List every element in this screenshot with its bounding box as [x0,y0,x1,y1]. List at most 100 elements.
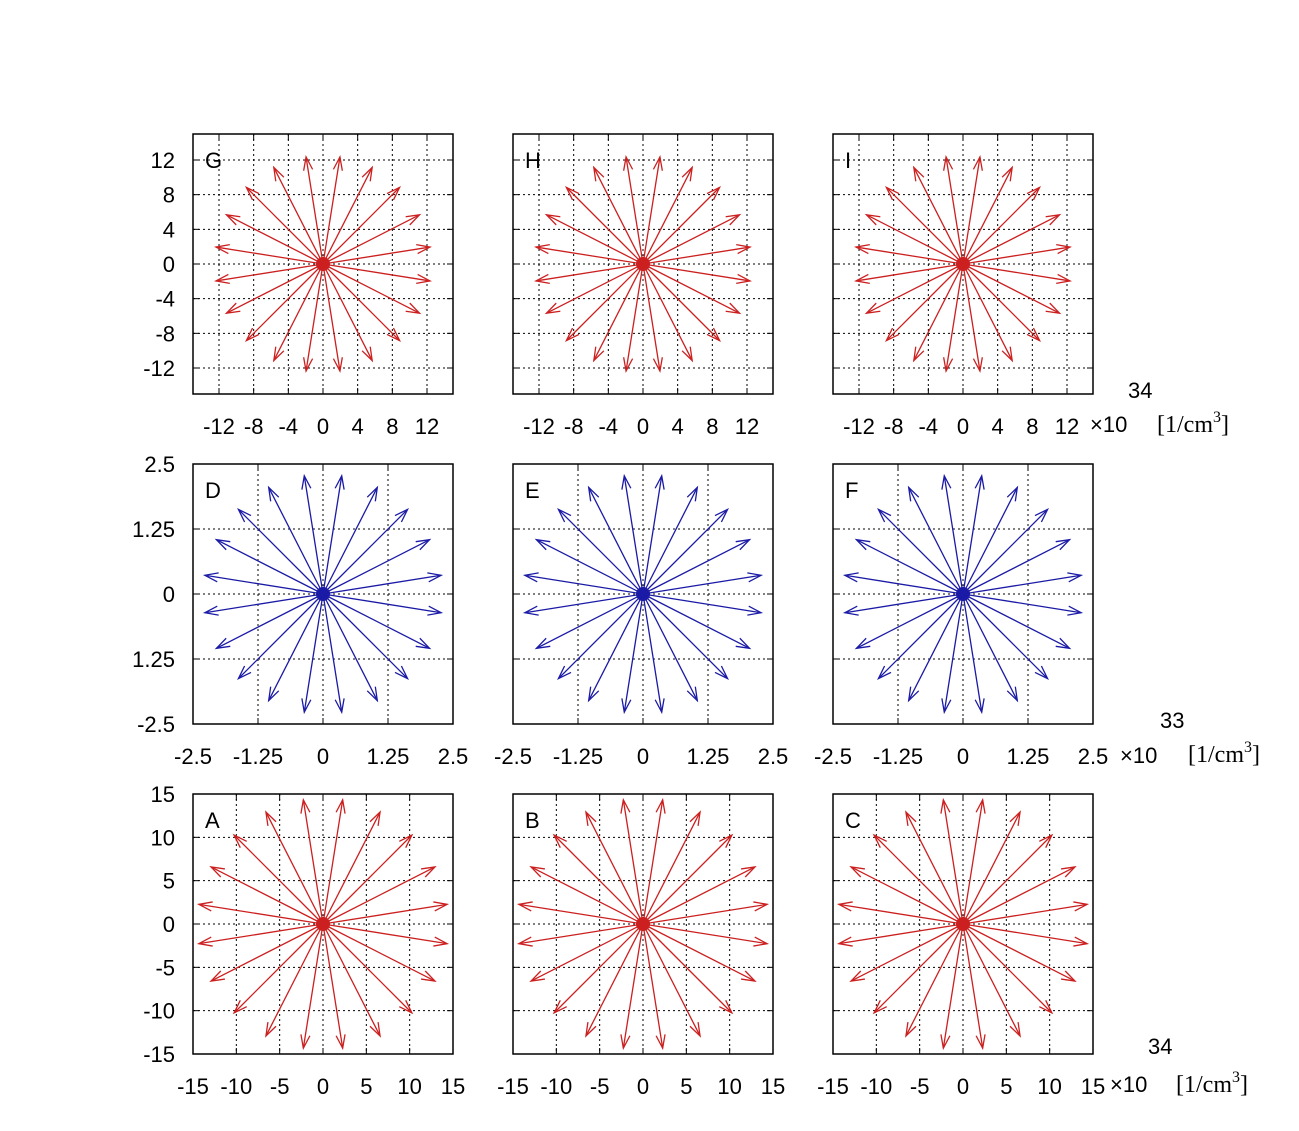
field-arrow [322,834,413,925]
field-arrow [233,834,324,925]
field-arrow [642,903,768,925]
field-arrow-head [1034,665,1049,680]
field-arrow [855,263,964,282]
field-arrow-head [214,244,230,255]
field-arrow-head [654,473,665,490]
field-arrow-head [975,797,986,814]
field-arrow-head [214,273,230,284]
panel-label-h: H [525,148,541,173]
field-arrow-head [706,185,722,201]
field-arrow [322,167,373,265]
panel-label-c: C [845,808,861,833]
field-arrow-head [209,866,225,878]
x-tick-label: 1.25 [687,744,730,769]
field-arrow [585,923,644,1037]
field-arrow [245,263,324,342]
field-arrow-head [272,165,285,182]
x-tick-label: 15 [441,1074,465,1099]
field-arrow-head [564,185,580,201]
field-arrow [856,539,964,595]
field-arrow-head [652,357,663,373]
field-arrow-head [265,1022,277,1038]
field-arrow [942,799,964,925]
field-arrow-head [735,538,752,551]
field-arrow [962,811,1021,925]
field-arrow-head [516,936,533,947]
field-arrow [305,263,324,372]
field-arrow [962,834,1053,925]
field-arrow-head [940,797,951,814]
field-arrow [322,156,341,265]
y-tick-label: 1.25 [132,517,175,542]
field-arrow-head [557,665,572,680]
x-tick-label: 2.5 [438,744,469,769]
field-arrow [216,539,324,595]
field-arrow-head [544,213,561,226]
top-unit: [1/cm3] [1157,409,1229,438]
field-arrow [962,799,984,925]
x-tick-label: 2.5 [758,744,789,769]
field-arrow [642,263,740,314]
x-tick-label: 8 [386,414,398,439]
field-arrow [273,263,324,361]
y-tick-label: 0 [163,252,175,277]
field-arrow-head [747,572,764,583]
field-arrow-head [237,665,252,680]
field-arrow [962,574,1082,595]
field-arrow [622,799,644,925]
field-arrow-head [335,797,346,814]
field-arrow-head [735,637,752,650]
field-arrow [962,866,1076,925]
field-arrow-head [872,833,887,848]
field-arrow [322,263,373,361]
field-arrow-head [940,1034,951,1051]
field-arrow-head [1026,327,1042,343]
field-arrow-head [714,665,729,680]
field-arrow-head [1001,165,1014,182]
field-arrow [535,246,644,265]
field-arrow-head [529,866,545,878]
field-arrow [962,593,1082,614]
field-arrow-head [907,686,920,703]
field-arrow-head [421,866,437,878]
field-arrow [245,186,324,265]
field-arrow [593,167,644,265]
field-arrow-head [972,155,983,171]
field-arrow [322,923,413,1014]
field-arrow [322,263,420,314]
y-tick-label: 8 [163,183,175,208]
field-arrow-head [534,538,551,551]
field-arrow [885,263,964,342]
field-arrow-head [369,810,381,826]
field-arrow-head [681,346,694,363]
field-arrow-head [244,327,260,343]
field-arrow-head [366,686,379,703]
x-tick-label: -15 [817,1074,849,1099]
field-arrow-head [369,1022,381,1038]
field-arrow [943,475,964,595]
field-arrow [962,263,1071,282]
x-tick-label: -2.5 [494,744,532,769]
field-arrow [322,923,436,982]
field-arrow-head [433,901,450,912]
field-arrow-head [884,185,900,201]
x-tick-label: 5 [360,1074,372,1099]
x-tick-label: 12 [1055,414,1079,439]
field-arrow [962,263,981,372]
field-arrow [962,167,1013,265]
field-arrow [962,156,981,265]
field-arrow [233,923,324,1014]
field-arrow [322,593,430,649]
field-arrow [302,923,324,1049]
field-arrow-head [620,797,631,814]
field-arrow [198,923,324,945]
field-arrow [642,508,729,595]
field-arrow-head [214,538,231,551]
field-arrow [877,593,964,680]
field-arrow-head [427,605,444,616]
field-arrow-head [621,698,632,715]
field-arrow [237,593,324,680]
field-arrow-head [943,357,954,373]
